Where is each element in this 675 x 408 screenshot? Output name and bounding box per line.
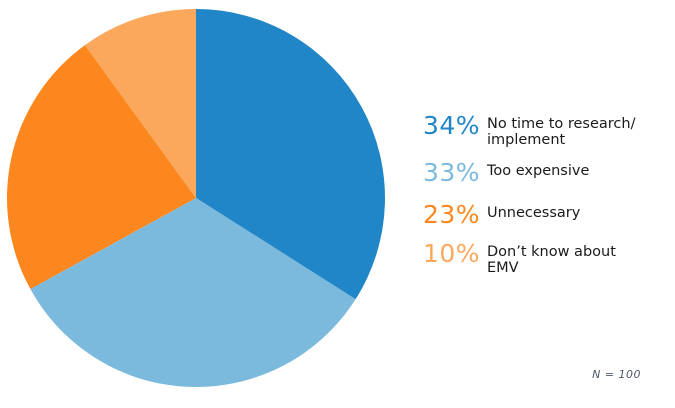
legend-label: No time to research/ implement: [487, 116, 636, 148]
legend-percent: 23%: [423, 200, 481, 229]
legend-percent: 10%: [423, 239, 481, 268]
legend-percent: 34%: [423, 111, 481, 140]
legend-label: Don’t know about EMV: [487, 244, 616, 276]
legend-item-dont-know-emv: 10% Don’t know about EMV: [423, 239, 616, 277]
pie-slice-2: [7, 45, 197, 290]
pie-chart: [7, 9, 386, 387]
legend-label: Unnecessary: [487, 205, 581, 221]
pie-slice-1: [30, 198, 356, 387]
legend-item-too-expensive: 33% Too expensive: [423, 160, 589, 186]
sample-size-note: N = 100: [592, 368, 641, 381]
pie-slice-0: [196, 9, 386, 300]
pie-slice-3: [84, 9, 196, 198]
legend-label: Too expensive: [487, 163, 590, 179]
legend-item-unnecessary: 23% Unnecessary: [423, 202, 580, 228]
legend-item-no-time: 34% No time to research/ implement: [423, 111, 636, 149]
legend-percent: 33%: [423, 158, 481, 187]
